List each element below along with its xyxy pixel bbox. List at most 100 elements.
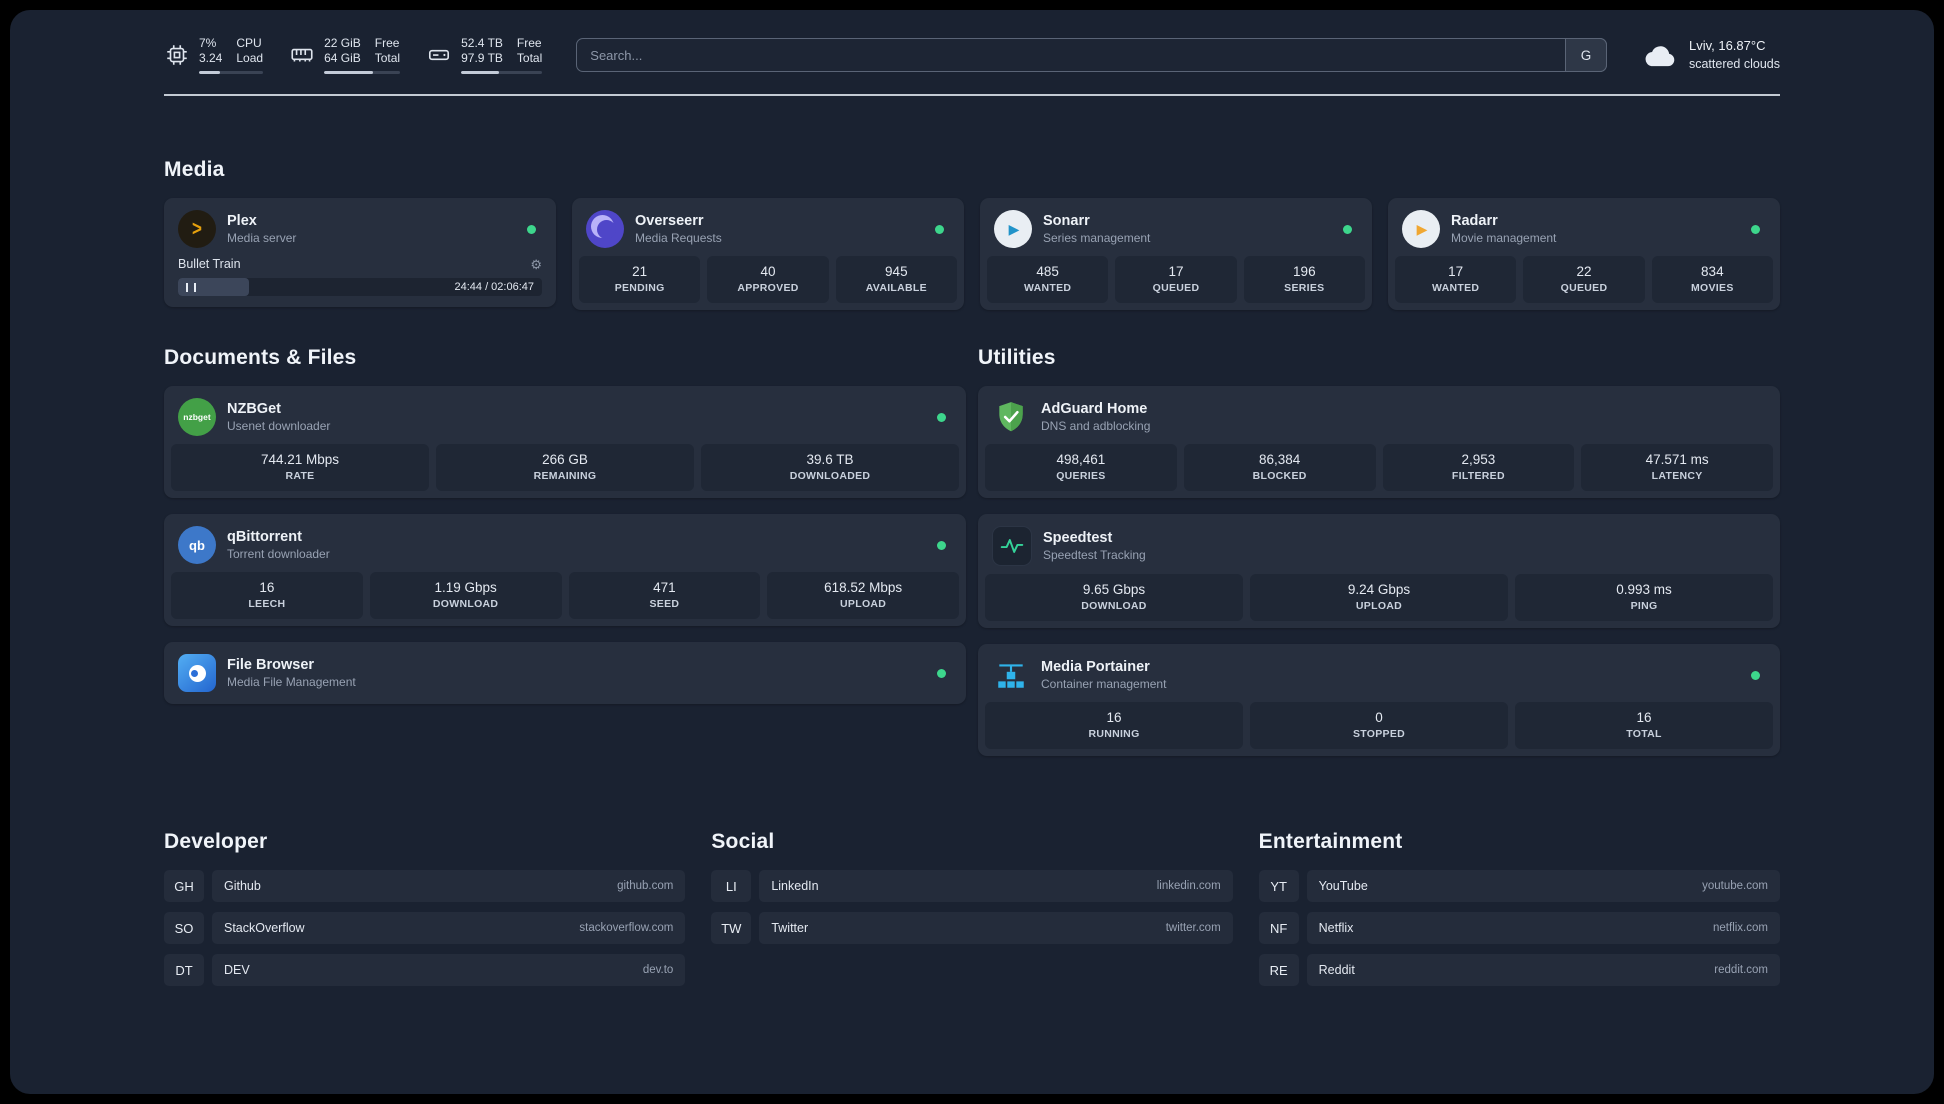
disk-total: 97.9 TB xyxy=(461,51,503,65)
bookmark-netflix[interactable]: NF Netflix netflix.com xyxy=(1258,912,1780,944)
bookmark-name: Reddit xyxy=(1318,963,1355,977)
service-card-speedtest[interactable]: Speedtest Speedtest Tracking 9.65 Gbps DO… xyxy=(978,514,1780,628)
service-description: Media File Management xyxy=(227,675,356,689)
section-title-entertainment: Entertainment xyxy=(1258,830,1403,853)
disk-icon xyxy=(426,42,452,68)
service-card-nzbget[interactable]: nzbget NZBGet Usenet downloader 744.21 M… xyxy=(164,386,966,498)
bookmark-reddit[interactable]: RE Reddit reddit.com xyxy=(1258,954,1780,986)
stat-tile: 9.24 Gbps UPLOAD xyxy=(1250,574,1508,621)
service-card-portainer[interactable]: Media Portainer Container management 16 R… xyxy=(978,644,1780,756)
section-media: Media Plex Media server Bullet Tra xyxy=(164,158,1780,310)
stat-tile: 16 LEECH xyxy=(171,572,363,619)
bookmark-group-entertainment: Entertainment YT YouTube youtube.com NF … xyxy=(1258,830,1780,996)
service-card-filebrowser[interactable]: File Browser Media File Management xyxy=(164,642,966,704)
memory-icon xyxy=(289,42,315,68)
bookmark-abbr: NF xyxy=(1258,912,1299,944)
bookmark-group-developer: Developer GH Github github.com SO StackO… xyxy=(164,830,686,996)
status-dot xyxy=(1751,670,1760,680)
resource-widget-cpu: 7% 3.24 CPU Load xyxy=(164,36,264,74)
stat-tile: 485 WANTED xyxy=(987,256,1109,303)
cpu-loadavg: 3.24 xyxy=(199,51,223,65)
service-name: Media Portainer xyxy=(1041,659,1150,675)
search-bar: G xyxy=(576,38,1607,72)
section-documents-files: Documents & Files nzbget NZBGet Usenet d… xyxy=(164,346,966,720)
stat-tile: 1.19 Gbps DOWNLOAD xyxy=(369,572,562,619)
service-description: Media server xyxy=(227,231,297,245)
resource-widget-disk: 52.4 TB 97.9 TB Free Total xyxy=(426,36,543,74)
pause-button[interactable] xyxy=(186,282,196,292)
stat-tile: 471 SEED xyxy=(568,572,761,619)
bookmark-url: netflix.com xyxy=(1713,922,1768,934)
stat-tile: 618.52 Mbps UPLOAD xyxy=(767,572,959,619)
service-description: Series management xyxy=(1043,231,1151,245)
bookmark-youtube[interactable]: YT YouTube youtube.com xyxy=(1258,870,1780,902)
bookmark-twitter[interactable]: TW Twitter twitter.com xyxy=(711,912,1233,944)
stat-tile: 498,461 QUERIES xyxy=(985,444,1177,491)
stat-tile: 17 WANTED xyxy=(1395,256,1517,303)
bookmark-abbr: GH xyxy=(164,870,204,902)
service-name: Sonarr xyxy=(1043,213,1090,229)
cpu-progress-bar xyxy=(199,71,264,74)
search-provider-button[interactable]: G xyxy=(1564,38,1607,72)
bookmark-dev[interactable]: DT DEV dev.to xyxy=(164,954,686,986)
bookmark-stackoverflow[interactable]: SO StackOverflow stackoverflow.com xyxy=(164,912,686,944)
bookmark-abbr: TW xyxy=(711,912,752,944)
cpu-percent: 7% xyxy=(199,36,217,50)
cloud-icon xyxy=(1641,40,1679,70)
stat-tile: 17 QUEUED xyxy=(1115,256,1237,303)
bookmark-abbr: RE xyxy=(1258,954,1299,986)
stat-tile: 40 APPROVED xyxy=(707,256,829,303)
stat-tile: 86,384 BLOCKED xyxy=(1183,444,1376,491)
section-title-media: Media xyxy=(164,158,225,181)
service-description: DNS and adblocking xyxy=(1041,419,1151,433)
topbar-divider xyxy=(164,94,1780,96)
now-playing-title: Bullet Train xyxy=(178,257,241,271)
memory-free-label: Free xyxy=(374,36,400,50)
section-title-social: Social xyxy=(711,830,775,853)
bookmark-name: DEV xyxy=(224,963,250,977)
overseerr-icon xyxy=(586,210,624,248)
service-card-overseerr[interactable]: Overseerr Media Requests 21 PENDING 40 APP… xyxy=(572,198,964,310)
qbittorrent-icon: qb xyxy=(178,526,216,564)
bookmark-url: stackoverflow.com xyxy=(579,922,674,934)
bookmark-url: dev.to xyxy=(642,964,674,976)
section-title-developer: Developer xyxy=(164,830,268,853)
speedtest-icon xyxy=(992,526,1032,566)
service-name: Speedtest xyxy=(1043,530,1113,546)
resource-widget-memory: 22 GiB 64 GiB Free Total xyxy=(289,36,401,74)
stat-tile: 196 SERIES xyxy=(1243,256,1365,303)
memory-total: 64 GiB xyxy=(324,51,361,65)
bookmark-url: youtube.com xyxy=(1702,880,1768,892)
sonarr-icon xyxy=(994,210,1032,248)
bookmark-group-social: Social LI LinkedIn linkedin.com TW Twitt… xyxy=(711,830,1233,954)
status-dot xyxy=(1751,224,1760,234)
service-name: Plex xyxy=(227,213,257,229)
bookmark-abbr: DT xyxy=(164,954,204,986)
memory-progress-bar xyxy=(324,71,401,74)
filebrowser-icon xyxy=(178,654,216,692)
service-card-qbittorrent[interactable]: qb qBittorrent Torrent downloader 16 LEEC… xyxy=(164,514,966,626)
status-dot xyxy=(1343,224,1352,234)
bookmark-github[interactable]: GH Github github.com xyxy=(164,870,686,902)
bookmark-name: Netflix xyxy=(1318,921,1354,935)
stat-tile: 39.6 TB DOWNLOADED xyxy=(701,444,959,491)
stat-tile: 945 AVAILABLE xyxy=(835,256,957,303)
disk-total-label: Total xyxy=(516,51,543,65)
search-input[interactable] xyxy=(576,38,1607,72)
bookmark-linkedin[interactable]: LI LinkedIn linkedin.com xyxy=(711,870,1233,902)
bookmark-url: reddit.com xyxy=(1714,964,1768,976)
stat-tile: 834 MOVIES xyxy=(1651,256,1773,303)
service-card-plex[interactable]: Plex Media server Bullet Train xyxy=(164,198,556,307)
service-card-adguard[interactable]: AdGuard Home DNS and adblocking 498,461 Q… xyxy=(978,386,1780,498)
service-name: AdGuard Home xyxy=(1041,401,1148,417)
stat-tile: 2,953 FILTERED xyxy=(1382,444,1575,491)
bookmark-name: LinkedIn xyxy=(771,879,819,893)
playback-progress-bar[interactable]: 24:44 / 02:06:47 xyxy=(178,278,542,296)
player-settings-gear-icon[interactable] xyxy=(530,258,542,271)
stat-tile: 16 RUNNING xyxy=(985,702,1243,749)
playback-time: 24:44 / 02:06:47 xyxy=(454,281,534,293)
stat-tile: 744.21 Mbps RATE xyxy=(171,444,429,491)
memory-free: 22 GiB xyxy=(324,36,361,50)
